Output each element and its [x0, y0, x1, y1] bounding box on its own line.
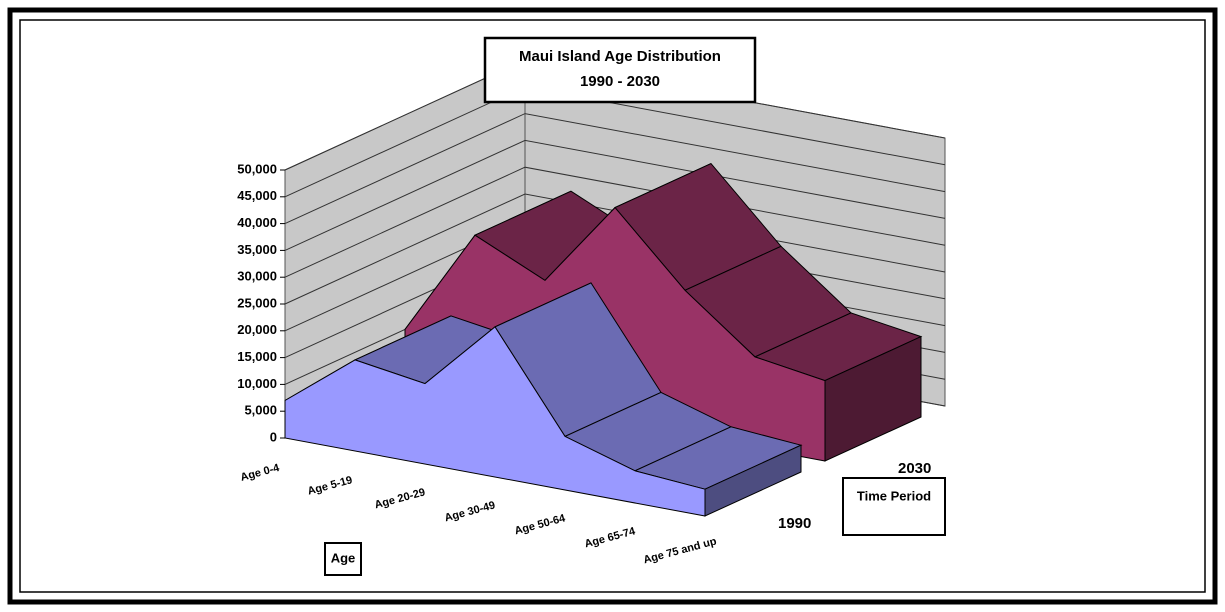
plot: 0 5,000 10,000 15,000 20,000 25,000 30,000 35,0…	[237, 59, 946, 566]
depth-axis-label: Time Period	[857, 488, 931, 503]
y-tick-label: 5,000	[244, 403, 277, 418]
x-label-box	[324, 542, 362, 576]
y-tick-label: 25,000	[237, 295, 277, 310]
y-tick-label: 0	[270, 429, 277, 444]
area	[284, 326, 706, 517]
y-tick-label: 30,000	[237, 269, 277, 284]
chart-subtitle: 1990 - 2030	[580, 73, 660, 90]
grid-line	[284, 193, 946, 305]
x-axis-label: Age	[331, 550, 356, 565]
chart-title: Maui Island Age Distribution	[519, 48, 721, 65]
y-tick-label: 15,000	[237, 349, 277, 364]
depth-tick-label: 2030	[898, 460, 931, 477]
grid-line	[284, 166, 946, 278]
y-tick-label: 10,000	[237, 376, 277, 391]
inner-frame	[19, 19, 1206, 593]
title-box	[483, 36, 757, 104]
grid-line	[284, 139, 946, 251]
y-tick-label: 40,000	[237, 215, 277, 230]
y-tick-label: 45,000	[237, 188, 277, 203]
y-tick-label: 35,000	[237, 242, 277, 257]
y-tick-label: 20,000	[237, 322, 277, 337]
y-tick-label: 50,000	[237, 161, 277, 176]
depth-tick-label: 1990	[778, 515, 811, 532]
depth-label-box	[842, 477, 946, 536]
grid-line	[284, 113, 946, 225]
